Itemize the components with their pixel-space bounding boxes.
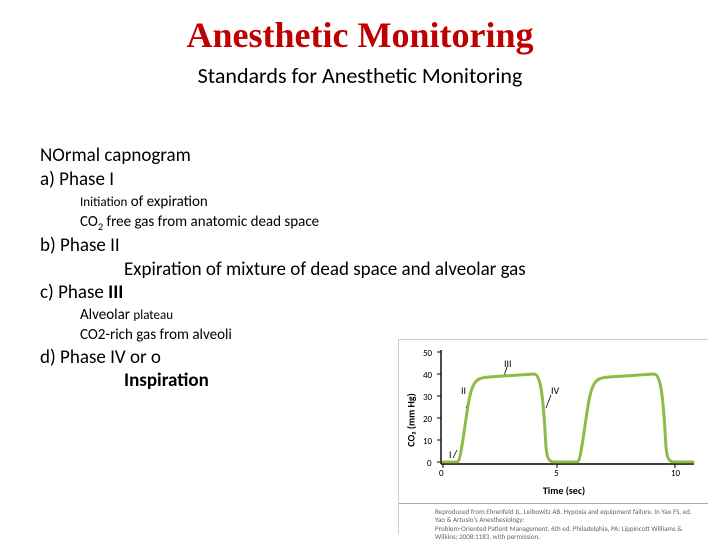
caption-line-1: Reproduced from Ehrenfeld JL, Leibowitz … — [435, 508, 702, 525]
chart-plot-area: CO₂ (mm Hg) 50 40 30 20 10 0 0 5 10 Time… — [399, 340, 708, 500]
text-iii: III — [108, 281, 123, 304]
text-alveolar: Alveolar — [80, 306, 133, 324]
line-phase-2: b) Phase II — [40, 234, 720, 258]
line-phase-1: a) Phase I — [40, 168, 720, 192]
chart-caption: Reproduced from Ehrenfeld JL, Leibowitz … — [399, 503, 708, 542]
page-title: Anesthetic Monitoring — [0, 14, 720, 56]
text-co: CO — [80, 213, 98, 231]
text-of-expiration: of expiration — [127, 193, 207, 211]
line-phase-3: c) Phase III — [40, 281, 720, 305]
text-plateau: plateau — [133, 308, 173, 323]
text-free-gas: free gas from anatomic dead space — [103, 213, 319, 231]
line-normal-capnogram: NOrmal capnogram — [40, 144, 720, 168]
line-expiration-mixture: Expiration of mixture of dead space and … — [124, 258, 720, 282]
text-c-phase: c) Phase — [40, 281, 108, 304]
page-subtitle: Standards for Anesthetic Monitoring — [0, 62, 720, 89]
capnogram-chart: CO₂ (mm Hg) 50 40 30 20 10 0 0 5 10 Time… — [398, 339, 708, 534]
caption-line-2: Problem-Oriented Patient Management. 6th… — [435, 525, 702, 542]
capnogram-waveform — [399, 340, 709, 500]
line-co2-free: CO2 free gas from anatomic dead space — [80, 212, 720, 234]
line-alveolar-plateau: Alveolar plateau — [80, 305, 720, 325]
text-initiation: Initiation — [80, 195, 127, 210]
line-initiation: Initiation of expiration — [80, 192, 720, 212]
